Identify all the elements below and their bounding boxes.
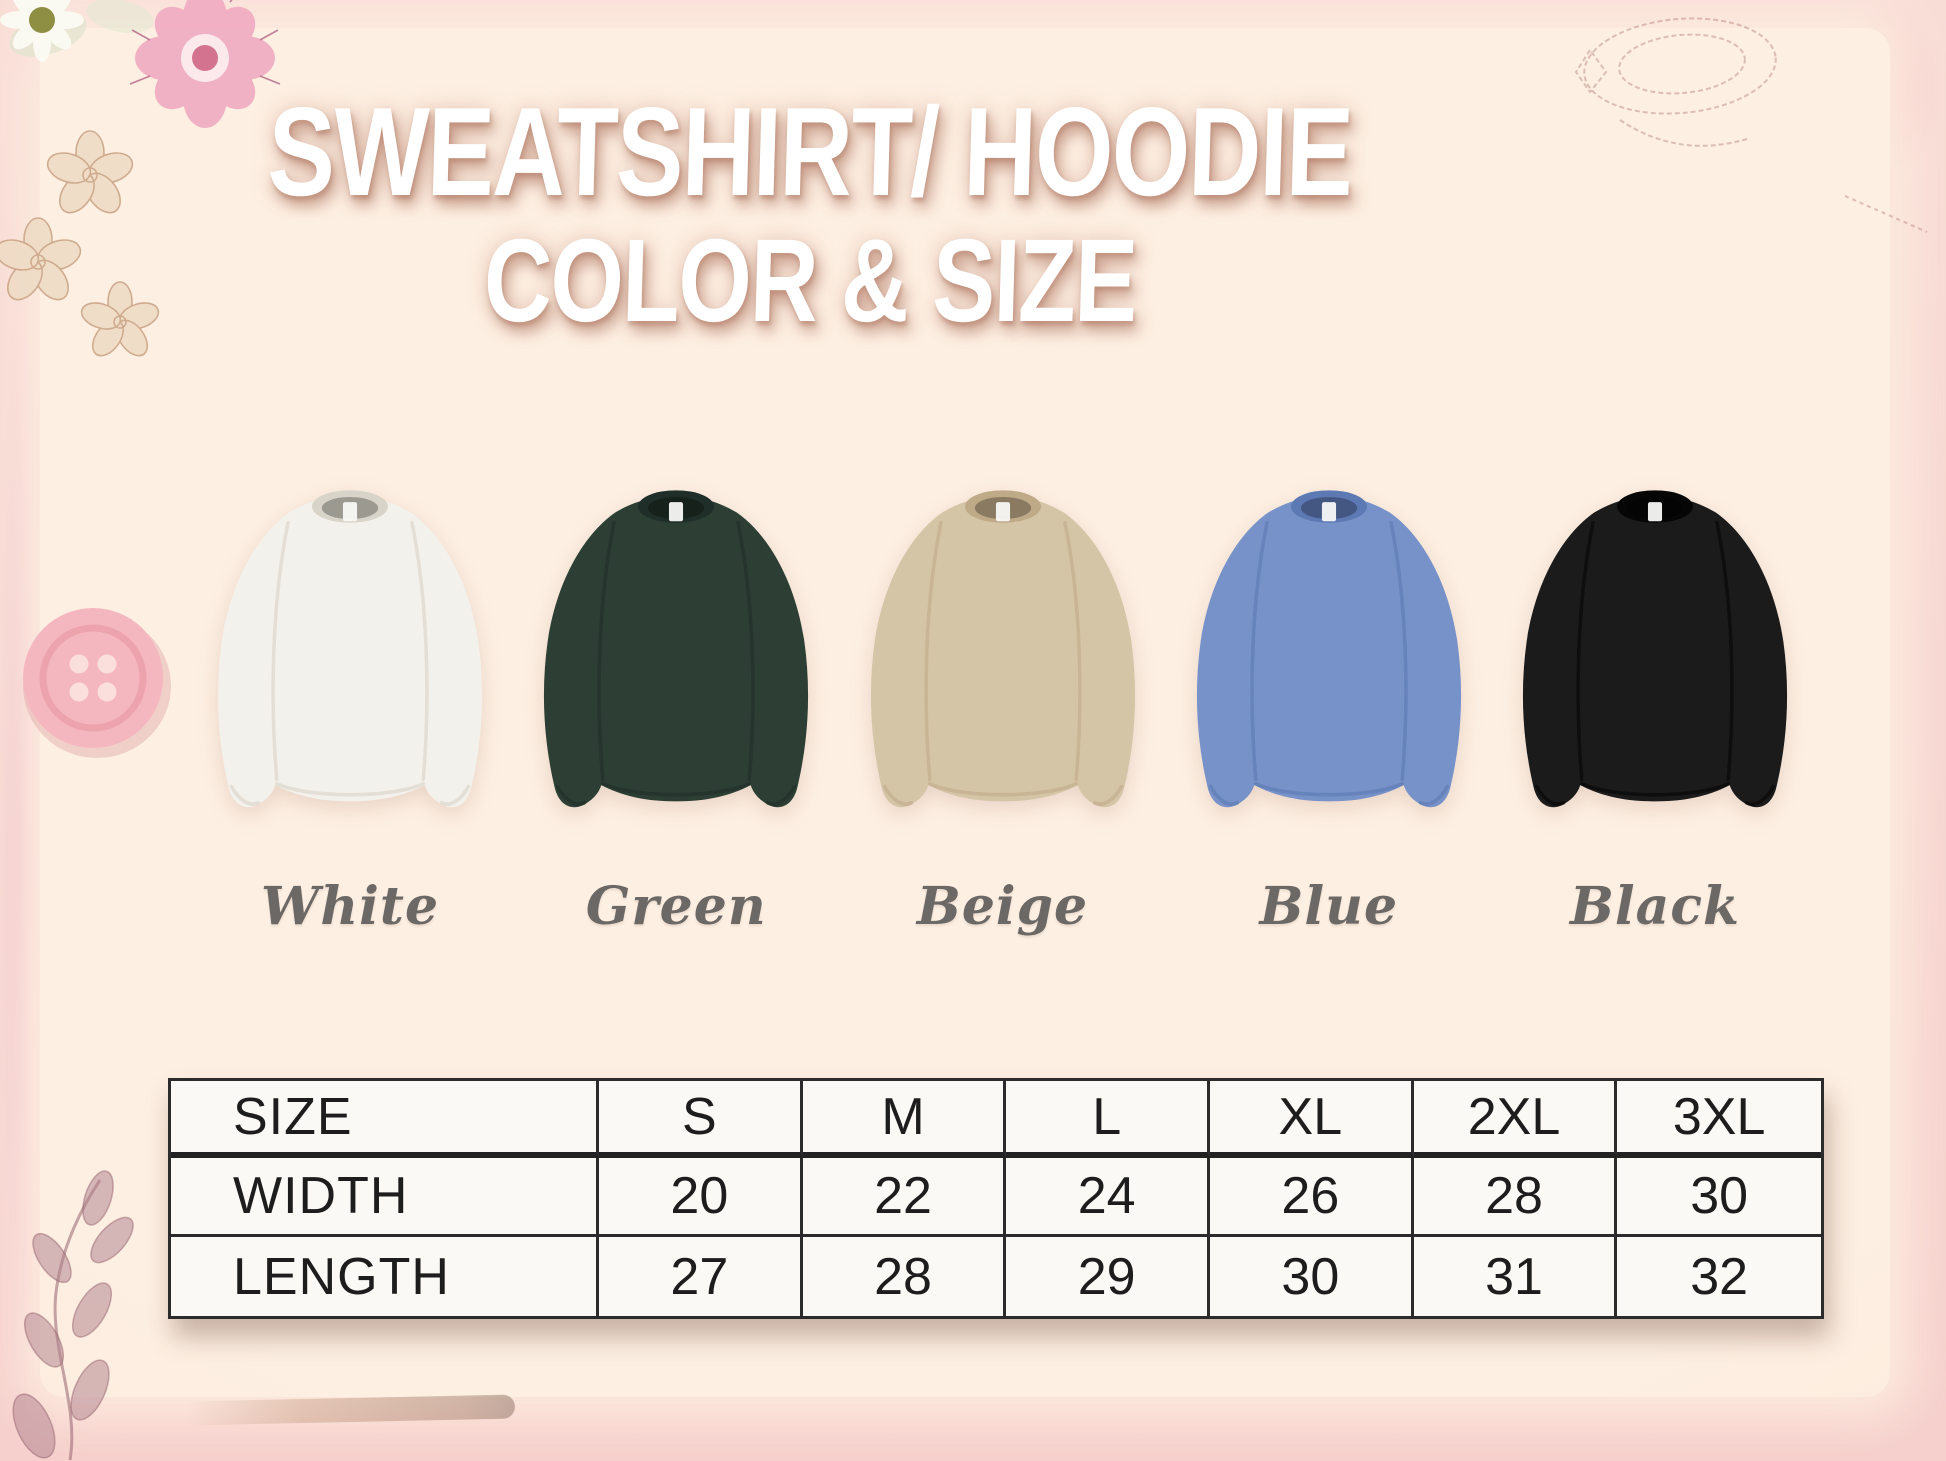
sweatshirt-illustration [1196, 490, 1461, 808]
size-column-header: 2XL [1413, 1081, 1618, 1158]
size-column-header: M [802, 1081, 1007, 1158]
color-option-green: Green [521, 452, 831, 937]
color-option-blue: Blue [1174, 452, 1484, 937]
width-value: 20 [599, 1158, 803, 1237]
color-option-black: Black [1500, 452, 1810, 937]
size-column-header: L [1006, 1081, 1210, 1158]
title-line-2: COLOR & SIZE [482, 215, 1138, 348]
size-table: SIZE S M L XL 2XL 3XL WIDTH 20 22 24 26 … [168, 1078, 1824, 1319]
length-value: 31 [1413, 1237, 1618, 1316]
title-line-1: SWEATSHIRT/ HOODIE [266, 81, 1354, 222]
size-column-header: 3XL [1617, 1081, 1821, 1158]
width-value: 30 [1617, 1158, 1821, 1237]
width-value: 22 [802, 1158, 1007, 1237]
size-column-header: S [599, 1081, 803, 1158]
color-name-label: Green [585, 876, 767, 937]
width-value: 26 [1210, 1158, 1414, 1237]
color-options-row: White Green [195, 452, 1810, 937]
sweatshirt-illustration [217, 490, 483, 808]
length-value: 29 [1006, 1237, 1210, 1316]
sweatshirt-illustration [1522, 490, 1788, 808]
size-table-header-label: SIZE [171, 1081, 599, 1158]
color-name-label: Blue [1259, 876, 1399, 937]
length-value: 32 [1617, 1237, 1821, 1316]
width-value: 28 [1413, 1158, 1618, 1237]
color-name-label: Black [1569, 876, 1741, 937]
length-row-label: LENGTH [171, 1237, 599, 1316]
color-name-label: Beige [916, 876, 1089, 937]
color-option-beige: Beige [848, 452, 1158, 937]
length-value: 28 [802, 1237, 1007, 1316]
color-option-white: White [195, 452, 505, 937]
pen-decoration [184, 1394, 516, 1426]
length-value: 30 [1210, 1237, 1414, 1316]
width-row-label: WIDTH [171, 1158, 599, 1237]
sweatshirt-illustration [544, 490, 809, 808]
sweatshirt-illustration [870, 490, 1135, 808]
color-name-label: White [260, 876, 440, 937]
width-value: 24 [1006, 1158, 1210, 1237]
length-value: 27 [599, 1237, 803, 1316]
size-column-header: XL [1210, 1081, 1414, 1158]
page-title: SWEATSHIRT/ HOODIE COLOR & SIZE [55, 81, 1565, 348]
